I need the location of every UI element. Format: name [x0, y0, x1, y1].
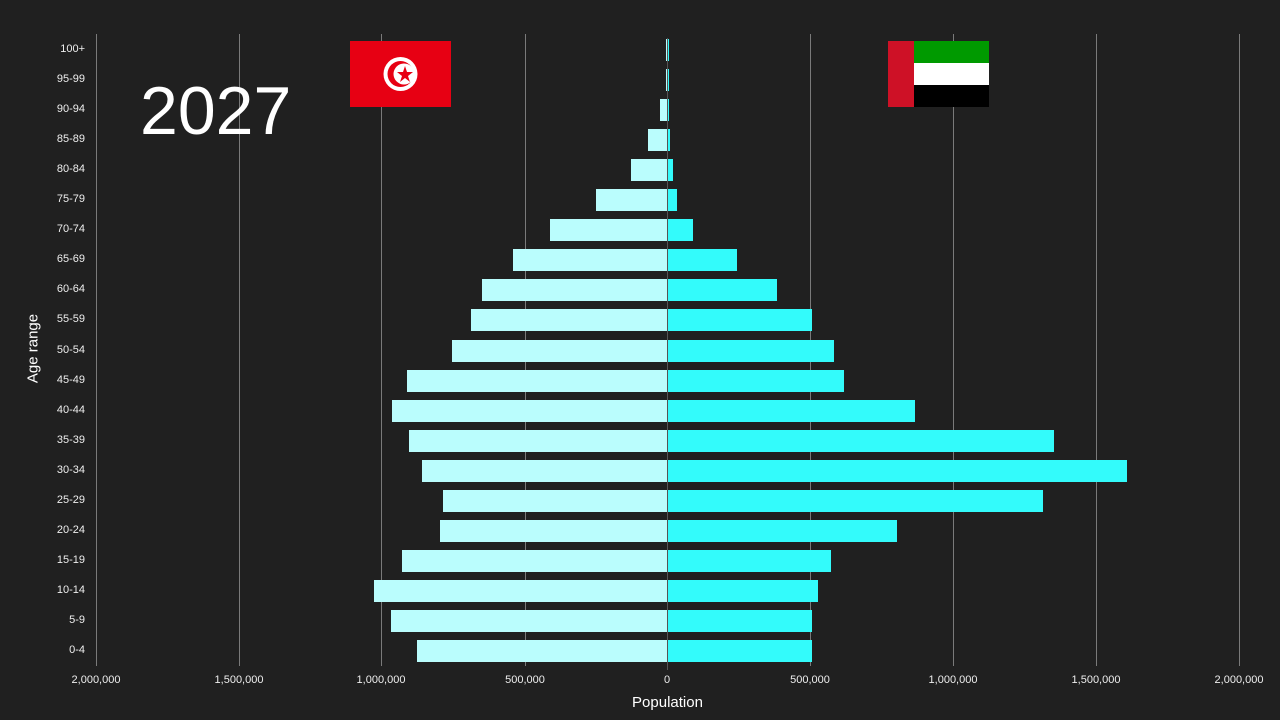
tunisia-bar [391, 609, 667, 632]
y-tick-label: 85-89 [56, 133, 85, 146]
tunisia-bar [451, 339, 667, 362]
y-tick-label: 35-39 [56, 433, 85, 446]
uae-flag-icon [888, 41, 989, 107]
y-tick-label: 55-59 [56, 313, 85, 326]
tunisia-bar [659, 99, 667, 122]
y-tick-label: 95-99 [56, 73, 85, 86]
uae-bar [668, 369, 844, 392]
x-tick-label: 2,000,000 [1214, 674, 1264, 686]
gridline [96, 34, 97, 666]
uae-bar [668, 609, 813, 632]
uae-bar [668, 519, 897, 542]
uae-bar [668, 429, 1055, 452]
tunisia-bar [408, 429, 667, 452]
tunisia-bar [402, 549, 667, 572]
x-tick-label: 1,500,000 [214, 674, 264, 686]
uae-bar [668, 339, 834, 362]
tunisia-bar [417, 640, 667, 662]
tunisia-bar [392, 399, 667, 422]
tunisia-bar [421, 459, 667, 482]
uae-bar [668, 219, 694, 242]
tunisia-bar [481, 279, 667, 302]
tunisia-bar [442, 489, 667, 512]
gridline [1096, 34, 1097, 666]
tunisia-bar [666, 39, 667, 61]
y-tick-label: 65-69 [56, 253, 85, 266]
y-tick-label: 70-74 [56, 223, 85, 236]
gridline [667, 38, 668, 670]
x-tick-label: 500,000 [505, 674, 545, 686]
y-tick-label: 75-79 [56, 193, 85, 206]
y-tick-label: 45-49 [56, 373, 85, 386]
tunisia-bar [631, 159, 667, 182]
uae-bar [668, 489, 1043, 512]
uae-bar [668, 159, 674, 182]
tunisia-bar [595, 189, 667, 212]
x-tick-label: 1,500,000 [1071, 674, 1121, 686]
tunisia-bar [512, 249, 667, 272]
x-tick-label: 1,000,000 [356, 674, 406, 686]
y-tick-label: 50-54 [56, 343, 85, 356]
tunisia-bar [471, 309, 667, 332]
uae-bar [668, 39, 669, 61]
y-tick-label: 10-14 [56, 583, 85, 596]
uae-bar [668, 189, 677, 212]
y-tick-label: 80-84 [56, 163, 85, 176]
tunisia-bar [549, 219, 667, 242]
gridline [953, 34, 954, 666]
y-tick-label: 40-44 [56, 403, 85, 416]
x-tick-label: 1,000,000 [928, 674, 978, 686]
x-tick-label: 500,000 [790, 674, 830, 686]
gridline [381, 34, 382, 666]
y-axis-title: Age range [24, 313, 42, 384]
y-tick-label: 15-19 [56, 553, 85, 566]
y-tick-label: 90-94 [56, 103, 85, 116]
tunisia-bar [374, 579, 667, 602]
y-tick-label: 5-9 [69, 613, 85, 626]
tunisia-bar [407, 369, 667, 392]
y-tick-label: 100+ [60, 43, 85, 55]
uae-bar [668, 459, 1128, 482]
year-label: 2027 [140, 73, 292, 149]
tunisia-bar [439, 519, 667, 542]
uae-bar [668, 129, 671, 152]
tunisia-bar [648, 129, 667, 152]
uae-bar [668, 309, 812, 332]
y-tick-label: 0-4 [69, 644, 85, 656]
y-tick-label: 60-64 [56, 283, 85, 296]
tunisia-bar [665, 69, 667, 92]
tunisia-flag-icon [350, 41, 451, 107]
uae-bar [668, 640, 813, 662]
y-tick-label: 25-29 [56, 493, 85, 506]
x-axis-title: Population [632, 694, 703, 711]
uae-bar [668, 579, 819, 602]
gridline [1239, 34, 1240, 666]
x-tick-label: 2,000,000 [71, 674, 121, 686]
uae-bar [668, 279, 777, 302]
uae-bar [668, 69, 669, 92]
uae-bar [668, 399, 916, 422]
gridline [239, 34, 240, 666]
x-tick-label: 0 [663, 674, 671, 686]
uae-bar [668, 549, 832, 572]
uae-bar [668, 99, 669, 122]
y-tick-label: 30-34 [56, 463, 85, 476]
uae-bar [668, 249, 737, 272]
y-tick-label: 20-24 [56, 523, 85, 536]
